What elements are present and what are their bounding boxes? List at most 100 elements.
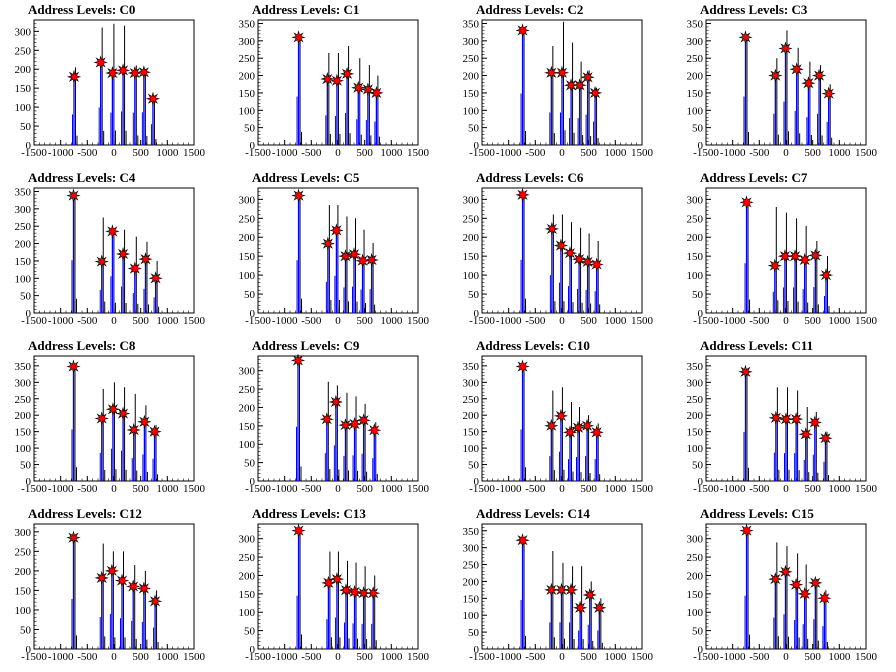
x-tick-label: -500 xyxy=(301,315,322,327)
y-tick-label: 100 xyxy=(239,270,256,282)
y-tick-label: 0 xyxy=(26,476,32,488)
peak-marker-star xyxy=(544,582,559,598)
peak-marker-star xyxy=(356,413,371,428)
x-tick-label: 1000 xyxy=(380,483,403,495)
peak-marker-star xyxy=(94,254,109,269)
x-tick-label: -1500 xyxy=(21,147,47,159)
x-tick-label: 1000 xyxy=(828,483,851,495)
y-tick-label: 300 xyxy=(239,194,256,206)
x-tick-label: -1000 xyxy=(496,315,522,327)
x-tick-label: -1500 xyxy=(245,651,271,663)
x-tick-label: -1500 xyxy=(469,315,495,327)
x-tick-label: 0 xyxy=(783,483,789,495)
y-tick-label: 300 xyxy=(687,534,704,546)
peak-marker-star xyxy=(798,427,813,442)
y-tick-label: 350 xyxy=(15,186,32,198)
chart-panel-c2: Address Levels: C2 0 50 100 150 200 250 300 350 -… xyxy=(448,0,672,168)
x-tick-label: -1000 xyxy=(496,483,522,495)
y-tick-label: 0 xyxy=(26,644,32,656)
peak-marker-star xyxy=(104,563,119,579)
peak-marker-star xyxy=(321,575,336,590)
chart-title: Address Levels: C11 xyxy=(700,338,813,353)
x-tick-label: -500 xyxy=(301,147,322,159)
x-tick-label: 500 xyxy=(356,483,373,495)
x-tick-label: 500 xyxy=(356,315,373,327)
x-tick-label: 0 xyxy=(783,147,789,159)
peak-marker-star xyxy=(369,85,384,101)
y-tick-label: 100 xyxy=(687,105,704,117)
x-tick-label: 1500 xyxy=(183,147,206,159)
y-tick-label: 300 xyxy=(687,194,704,206)
peak-marker-star xyxy=(147,424,162,439)
x-tick-label: -500 xyxy=(749,651,770,663)
y-tick-label: 50 xyxy=(20,121,32,133)
x-tick-label: 0 xyxy=(335,483,341,495)
chart-panel-c14: Address Levels: C14 0 50 100 150 200 250 300 350… xyxy=(448,504,672,672)
y-tick-label: 250 xyxy=(239,552,256,564)
x-tick-label: -500 xyxy=(77,483,98,495)
y-tick-label: 200 xyxy=(239,71,256,83)
x-tick-label: 1000 xyxy=(380,147,403,159)
x-tick-label: 500 xyxy=(580,651,597,663)
peak-marker-star xyxy=(739,195,754,210)
x-tick-label: 500 xyxy=(356,651,373,663)
peak-marker-star xyxy=(320,71,335,87)
peak-marker-star xyxy=(808,248,823,263)
chart-title: Address Levels: C13 xyxy=(252,506,366,521)
chart-svg: Address Levels: C3 0 50 100 150 200 250 300 350 -… xyxy=(687,2,878,159)
peak-marker-star xyxy=(136,65,151,80)
y-tick-label: 250 xyxy=(15,45,32,57)
y-tick-label: 100 xyxy=(15,273,32,285)
y-tick-label: 300 xyxy=(687,377,704,389)
x-tick-label: 1500 xyxy=(855,315,878,327)
y-tick-label: 150 xyxy=(15,256,32,268)
chart-title: Address Levels: C3 xyxy=(700,2,808,17)
y-tick-label: 150 xyxy=(687,427,704,439)
peak-marker-star xyxy=(778,564,793,579)
x-tick-label: 1500 xyxy=(183,483,206,495)
y-tick-label: 100 xyxy=(463,270,480,282)
x-tick-label: 1500 xyxy=(407,315,430,327)
chart-svg: Address Levels: C14 0 50 100 150 200 250 300 350… xyxy=(463,506,654,663)
x-tick-label: 0 xyxy=(559,147,565,159)
y-tick-label: 150 xyxy=(687,589,704,601)
peak-marker-star xyxy=(137,414,152,429)
y-tick-label: 250 xyxy=(15,394,32,406)
peak-marker-star xyxy=(767,258,782,273)
y-tick-label: 150 xyxy=(15,585,32,597)
peak-marker-star xyxy=(329,223,344,238)
y-tick-label: 150 xyxy=(239,88,256,100)
y-tick-label: 50 xyxy=(468,460,480,472)
peak-marker-star xyxy=(66,359,81,374)
x-tick-label: 0 xyxy=(335,315,341,327)
y-tick-label: 250 xyxy=(15,546,32,558)
y-tick-label: 300 xyxy=(239,534,256,546)
peak-marker-star xyxy=(789,577,804,592)
x-tick-label: -500 xyxy=(525,651,546,663)
x-tick-label: 1000 xyxy=(156,483,179,495)
chart-title: Address Levels: C7 xyxy=(700,170,808,185)
chart-title: Address Levels: C0 xyxy=(28,2,135,17)
peak-marker-star xyxy=(789,412,804,427)
peak-marker-star xyxy=(582,587,597,603)
y-tick-label: 300 xyxy=(463,36,480,48)
x-tick-label: 1000 xyxy=(380,651,403,663)
peak-marker-star xyxy=(571,252,587,267)
x-tick-label: -500 xyxy=(525,147,546,159)
chart-svg: Address Levels: C4 0 50 100 150 200 250 300 350 -… xyxy=(15,170,206,327)
peak-marker-star xyxy=(355,253,370,268)
y-tick-label: 50 xyxy=(692,626,704,638)
peak-marker-star xyxy=(573,600,588,615)
x-tick-label: 500 xyxy=(132,651,149,663)
y-tick-label: 200 xyxy=(463,232,480,244)
x-tick-label: -1500 xyxy=(693,315,719,327)
chart-title: Address Levels: C14 xyxy=(476,506,590,521)
y-tick-label: 0 xyxy=(250,140,256,152)
x-tick-label: -500 xyxy=(301,651,322,663)
y-tick-label: 100 xyxy=(463,105,480,117)
y-tick-label: 100 xyxy=(687,607,704,619)
y-tick-label: 200 xyxy=(687,570,704,582)
chart-title: Address Levels: C10 xyxy=(476,338,590,353)
y-tick-label: 0 xyxy=(250,308,256,320)
y-tick-label: 50 xyxy=(468,289,480,301)
